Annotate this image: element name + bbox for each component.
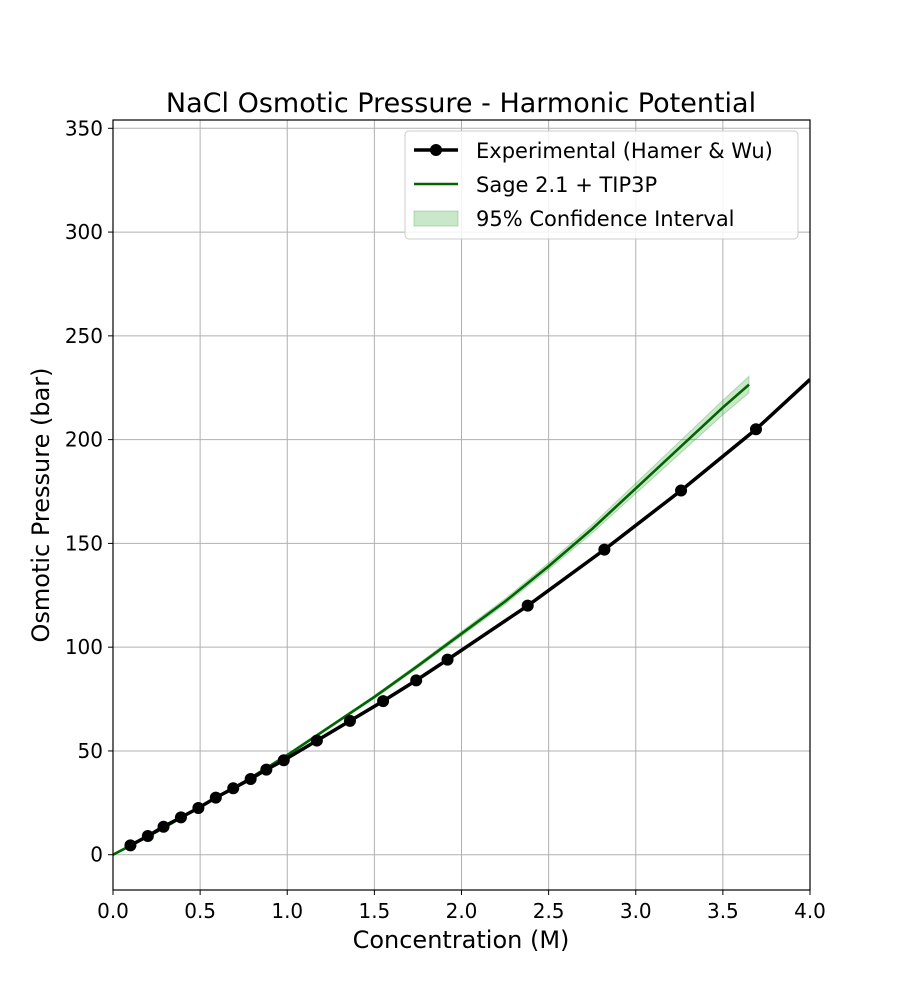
y-axis-ticks: 0 50 100 150 200 250 300 350 (65, 116, 113, 867)
data-point-experimental (343, 714, 356, 727)
x-tick-label: 1.0 (271, 899, 303, 923)
data-point-experimental (124, 839, 137, 852)
data-point-experimental (141, 830, 154, 843)
data-point-experimental (441, 653, 454, 666)
y-tick-label: 250 (65, 324, 103, 348)
y-tick-label: 100 (65, 635, 103, 659)
x-tick-label: 0.0 (97, 899, 129, 923)
y-tick-label: 350 (65, 116, 103, 140)
y-tick-label: 0 (90, 843, 103, 867)
grid (112, 120, 811, 890)
legend-marker-experimental (430, 144, 442, 156)
data-point-experimental (410, 674, 423, 687)
legend-label-experimental: Experimental (Hamer & Wu) (476, 139, 773, 163)
y-tick-label: 200 (65, 428, 103, 452)
chart-title: NaCl Osmotic Pressure - Harmonic Potenti… (166, 88, 756, 119)
data-point-experimental (310, 734, 323, 747)
x-axis-ticks: 0.0 0.5 1.0 1.5 2.0 2.5 3.0 3.5 4.0 (97, 890, 826, 923)
data-point-experimental (277, 754, 290, 767)
data-point-experimental (227, 782, 240, 795)
confidence-band (113, 375, 750, 856)
x-tick-label: 1.5 (358, 899, 390, 923)
data-point-experimental (174, 811, 187, 824)
data-point-experimental (157, 820, 170, 833)
y-tick-label: 50 (78, 739, 103, 763)
data-point-experimental (521, 599, 534, 612)
legend-patch-ci (413, 210, 459, 227)
x-axis-label: Concentration (M) (353, 926, 570, 954)
legend-label-ci: 95% Confidence Interval (476, 207, 735, 231)
confidence-band-layer (113, 375, 750, 856)
data-point-experimental (192, 802, 205, 815)
legend-box (404, 130, 799, 240)
y-tick-label: 150 (65, 531, 103, 555)
x-tick-label: 3.5 (707, 899, 739, 923)
data-point-experimental (377, 695, 390, 708)
series-layer (113, 378, 810, 856)
data-point-experimental (244, 772, 257, 785)
legend-label-sage: Sage 2.1 + TIP3P (476, 173, 657, 197)
data-point-experimental (749, 423, 762, 436)
data-point-experimental (260, 763, 273, 776)
plot-area (112, 119, 811, 891)
series-line-sage (113, 383, 750, 856)
x-tick-label: 0.5 (184, 899, 216, 923)
data-point-experimental (209, 791, 222, 804)
legend: Experimental (Hamer & Wu) Sage 2.1 + TIP… (404, 130, 799, 240)
x-tick-label: 3.0 (620, 899, 652, 923)
data-point-experimental (598, 543, 611, 556)
x-tick-label: 4.0 (794, 899, 826, 923)
x-tick-label: 2.5 (533, 899, 565, 923)
series-line-experimental (129, 378, 810, 847)
data-point-experimental (675, 484, 688, 497)
y-tick-label: 300 (65, 220, 103, 244)
y-axis-label: Osmotic Pressure (bar) (27, 367, 55, 642)
x-tick-label: 2.0 (446, 899, 478, 923)
